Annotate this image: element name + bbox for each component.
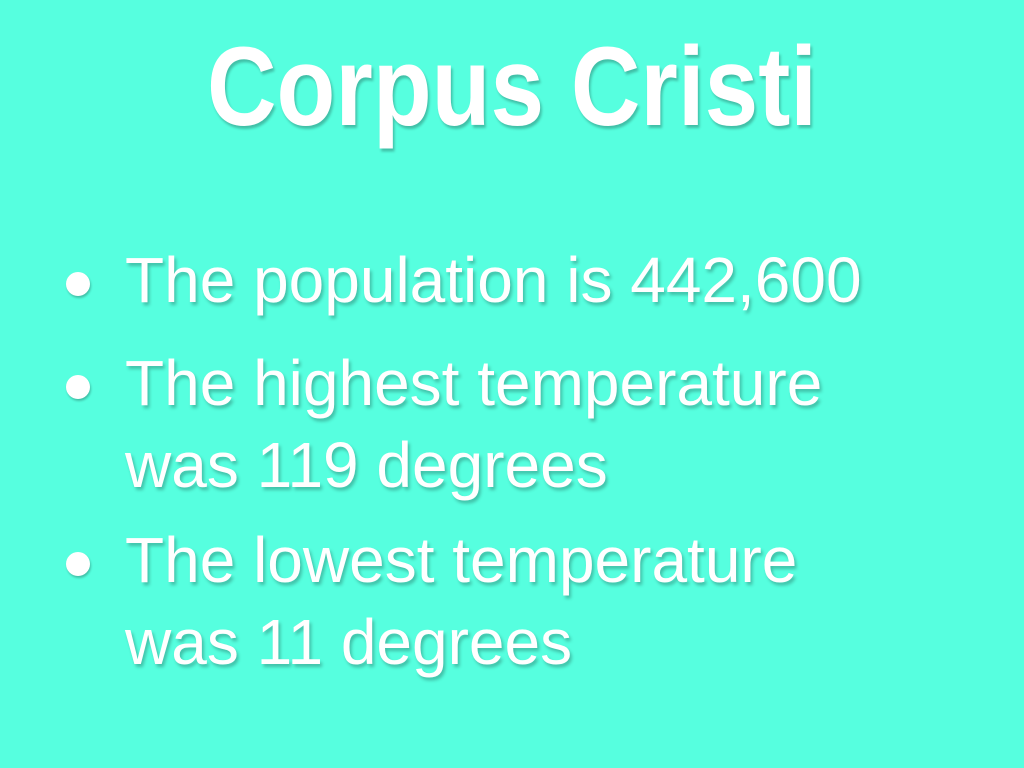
bullet-text: was 11 degrees — [125, 606, 573, 678]
slide-title: Corpus Cristi — [206, 24, 818, 149]
bullet-dot-icon — [66, 552, 90, 576]
bullet-dot-icon — [66, 375, 90, 399]
bullet-text: The lowest temperature — [125, 524, 798, 596]
bullet-dot-icon — [66, 272, 90, 296]
bullet-text: was 119 degrees — [125, 429, 608, 501]
bullet-text: The highest temperature — [125, 347, 823, 419]
bullet-text: The population is 442,600 — [125, 244, 862, 316]
